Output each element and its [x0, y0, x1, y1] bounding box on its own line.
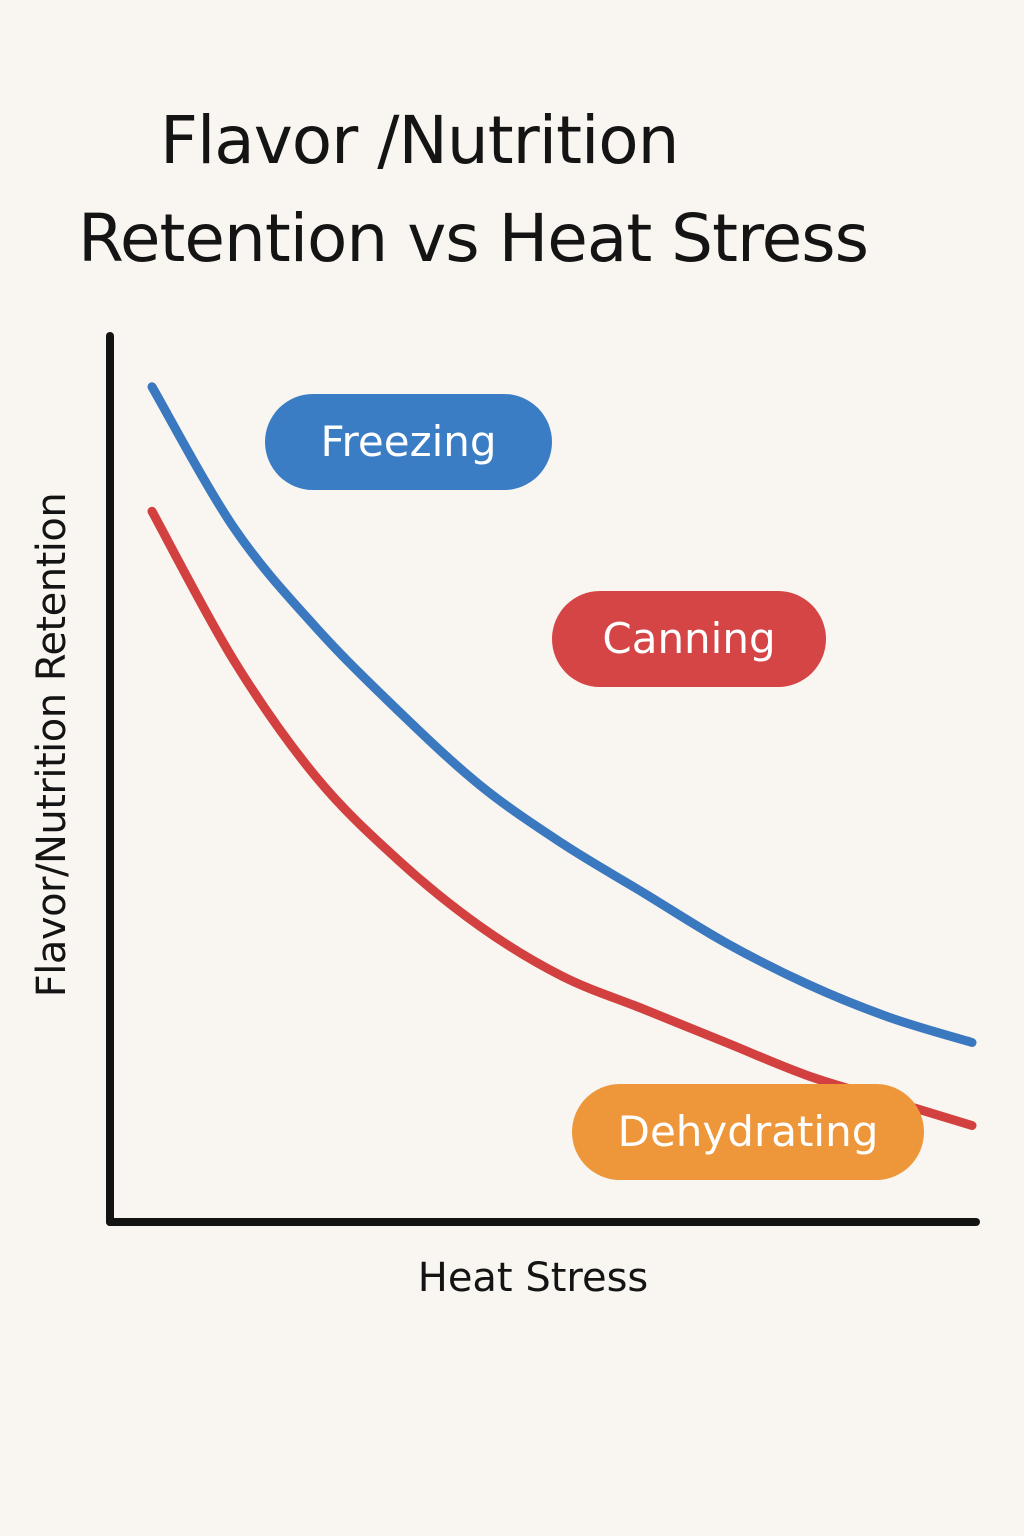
series-line-1 [147, 382, 977, 1047]
x-axis-label: Heat Stress [417, 1255, 649, 1301]
legend-label-freezing: Freezing [265, 394, 552, 490]
y-axis-label: Flavor/Nutrition Retention [29, 492, 75, 998]
legend-label-canning: Canning [552, 591, 826, 687]
series-line-2 [147, 506, 977, 1130]
series-layer [147, 382, 977, 1130]
chart-title: Flavor /Nutrition Retention vs Heat Stre… [0, 92, 1024, 288]
legend-label-dehydrating: Dehydrating [572, 1084, 924, 1180]
chart-title-line-2: Retention vs Heat Stress [78, 200, 869, 277]
chart-title-line-1: Flavor /Nutrition [160, 102, 680, 179]
